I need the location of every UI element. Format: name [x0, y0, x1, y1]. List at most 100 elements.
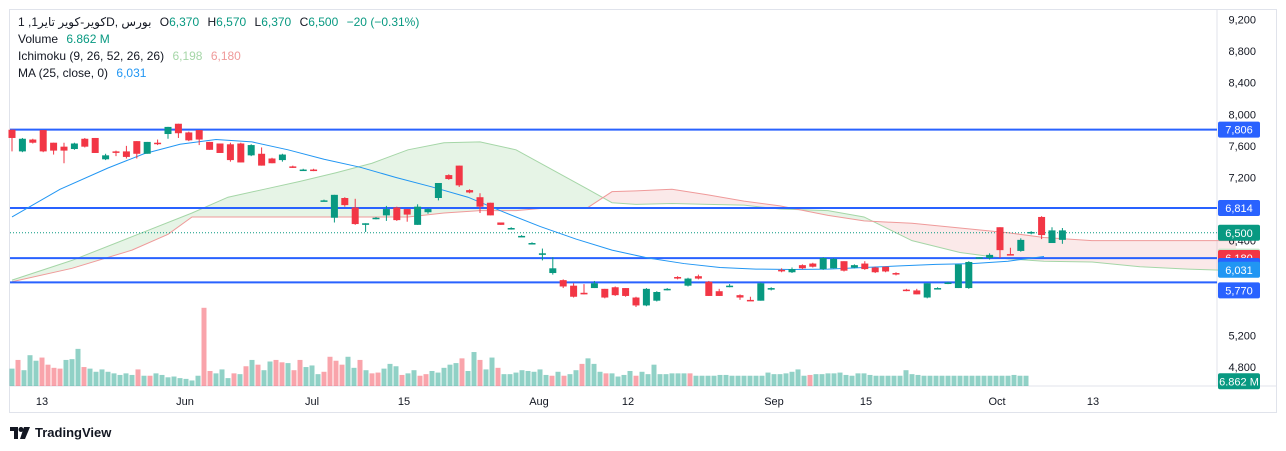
candle-body — [403, 209, 411, 215]
candle — [1048, 227, 1056, 244]
candle-body — [466, 190, 474, 193]
volume-bar — [663, 374, 669, 386]
candle — [372, 216, 380, 220]
cloud-segment — [312, 177, 318, 217]
candle-body — [559, 280, 567, 287]
volume-bar — [855, 373, 861, 386]
cloud-segment — [300, 179, 306, 217]
volume-bar — [351, 367, 357, 386]
ma-label: MA (25, close, 0) — [18, 66, 109, 80]
volume-bar — [819, 374, 825, 386]
candle — [684, 277, 692, 287]
candle-body — [830, 258, 838, 269]
legend-ichimoku-row[interactable]: Ichimoku (9, 26, 52, 26, 26) 6,198 6,180 — [18, 48, 424, 65]
horizontal-lines[interactable] — [10, 128, 1217, 284]
x-tick-label: Sep — [764, 396, 784, 408]
symbol-name[interactable]: 1 ,کویر-کویر تایر1D, بورس — [18, 15, 152, 29]
candle-body — [767, 288, 775, 290]
candle — [653, 291, 661, 302]
volume-bar — [345, 356, 351, 386]
price-label: 5,770 — [1218, 282, 1260, 299]
candle-body — [736, 295, 744, 298]
candle-body — [434, 182, 442, 198]
x-tick-label: Oct — [988, 396, 1005, 408]
ohlc-open: 6,370 — [169, 15, 200, 29]
volume-bar — [561, 375, 567, 386]
candle — [102, 153, 110, 161]
cloud-segment — [384, 156, 390, 217]
candle-body — [819, 258, 827, 270]
cloud-segment — [372, 161, 378, 217]
candle-body — [102, 155, 110, 160]
volume-bar — [207, 370, 213, 386]
cloud-segment — [138, 231, 144, 248]
cloud-segment — [672, 189, 678, 204]
candle-body — [476, 197, 484, 207]
candle — [122, 145, 130, 159]
candle-body — [351, 207, 359, 225]
volume-bar — [375, 372, 381, 386]
candle — [60, 142, 68, 164]
volume-bar — [135, 369, 141, 386]
candle — [1006, 247, 1014, 256]
volume-bar — [921, 375, 927, 386]
ichimoku-cloud — [11, 141, 1237, 283]
cloud-segment — [702, 193, 708, 205]
volume-bar — [615, 376, 621, 386]
cloud-segment — [1176, 240, 1182, 269]
cloud-segment — [1194, 240, 1200, 270]
price-label-bg — [1218, 282, 1260, 299]
candle — [39, 130, 47, 153]
volume-bar — [387, 363, 393, 386]
candle-body — [122, 151, 130, 157]
volume-bar — [1005, 375, 1011, 386]
candle — [642, 288, 650, 307]
cloud-segment — [1080, 239, 1086, 262]
cloud-segment — [498, 145, 504, 211]
volume-bar — [471, 352, 477, 386]
volume-bar — [687, 373, 693, 386]
candle — [18, 137, 26, 153]
candle-body — [965, 261, 973, 289]
legend-ma-row[interactable]: MA (25, close, 0) 6,031 — [18, 65, 424, 82]
candle-body — [663, 288, 671, 291]
volume-bar — [981, 375, 987, 386]
volume-bar — [291, 370, 297, 386]
cloud-segment — [1110, 240, 1116, 265]
cloud-segment — [960, 228, 966, 254]
price-label-bg — [1218, 373, 1260, 390]
candle — [944, 281, 952, 285]
volume-bar — [285, 363, 291, 386]
candle — [580, 284, 588, 295]
price-label: 7,806 — [1218, 121, 1260, 138]
candle-body — [195, 130, 203, 140]
candle-body — [986, 254, 994, 259]
candle — [351, 198, 359, 225]
cloud-segment — [1170, 240, 1176, 269]
moving-average — [11, 139, 1045, 270]
price-label-text: 7,806 — [1225, 125, 1253, 137]
candle-body — [538, 253, 546, 255]
cloud-segment — [714, 195, 720, 205]
volume-bar — [627, 370, 633, 386]
candle — [674, 276, 682, 280]
tradingview-logo[interactable]: TradingView — [10, 425, 111, 440]
candle-body — [206, 141, 214, 150]
volume-bar — [555, 371, 561, 386]
candle-body — [726, 285, 734, 288]
volume-bar — [699, 375, 705, 386]
volume-bar — [117, 374, 123, 386]
volume-bar — [675, 373, 681, 386]
volume-bar — [651, 364, 657, 386]
volume-bar — [999, 375, 1005, 386]
candle — [403, 209, 411, 222]
candle-body — [143, 141, 151, 154]
volume-bar — [807, 374, 813, 386]
candle-body — [549, 268, 557, 274]
candle — [310, 168, 318, 172]
volume-bar — [63, 359, 69, 386]
volume-bar — [795, 369, 801, 386]
cloud-segment — [132, 234, 138, 251]
legend-volume-row[interactable]: Volume 6.862 M — [18, 31, 424, 48]
